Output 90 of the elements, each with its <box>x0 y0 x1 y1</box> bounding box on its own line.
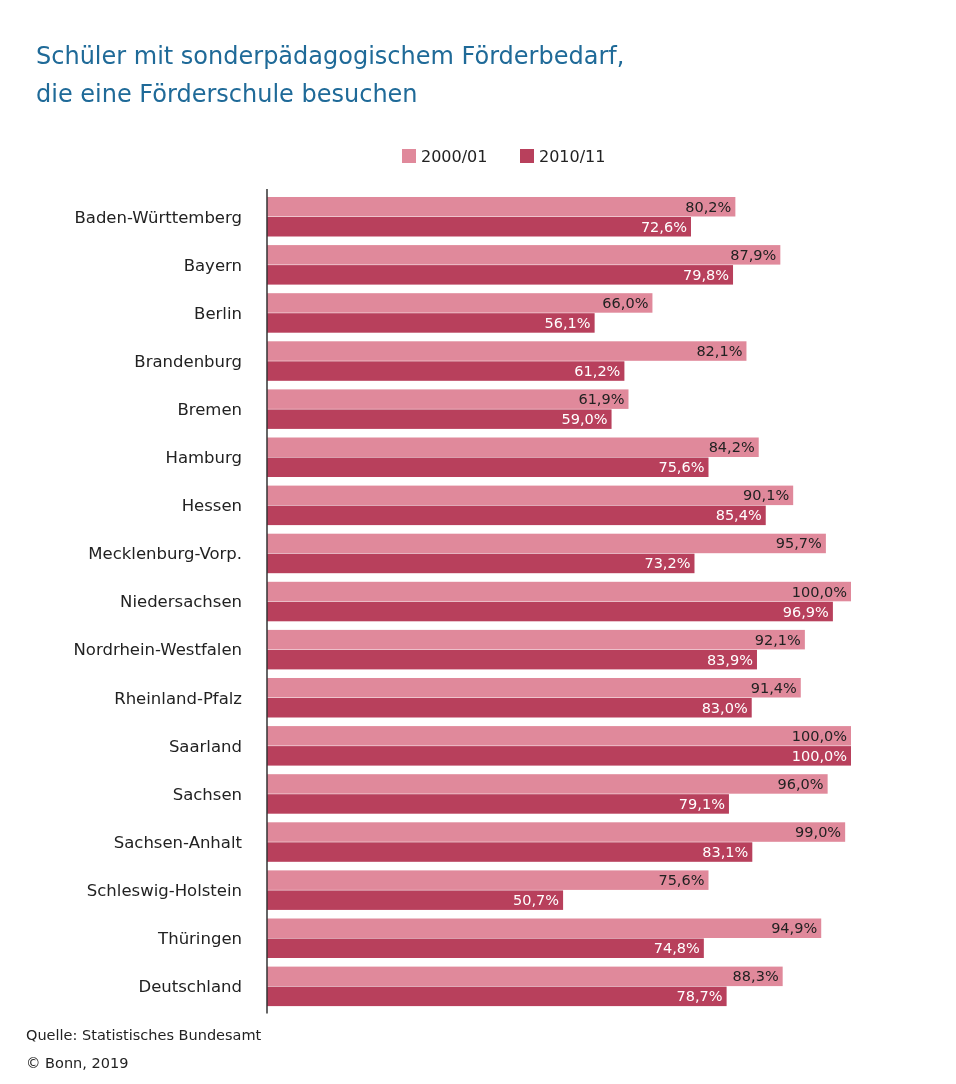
bar <box>267 245 781 265</box>
data-label: 96,9% <box>782 603 829 620</box>
bar <box>267 774 828 794</box>
bar <box>267 870 709 890</box>
data-label: 84,2% <box>708 439 755 456</box>
bar <box>267 265 734 285</box>
bar <box>267 629 805 650</box>
bar <box>267 918 822 938</box>
bar <box>267 457 709 477</box>
y-tick-label: Deutschland <box>138 977 242 997</box>
bar <box>267 313 595 333</box>
data-label: 100,0% <box>791 727 847 744</box>
data-label: 72,6% <box>640 218 687 235</box>
bar <box>267 890 564 910</box>
y-tick-label: Bremen <box>177 399 242 419</box>
data-label: 61,9% <box>578 391 625 408</box>
bar <box>267 293 653 313</box>
data-label: 61,2% <box>574 363 621 380</box>
data-label: 92,1% <box>754 631 801 648</box>
legend-label: 2010/11 <box>539 147 606 166</box>
y-tick-label: Rheinland-Pfalz <box>114 688 242 708</box>
data-label: 91,4% <box>750 679 797 696</box>
text: © Bonn, 2019 <box>26 1055 129 1071</box>
bar <box>267 746 851 766</box>
y-tick-label: Baden-Württemberg <box>74 207 242 227</box>
chart-title: Schüler mit sonderpädagogischem Förderbedarf, die eine Förderschule besuchen <box>36 42 625 108</box>
data-label: 80,2% <box>685 198 732 215</box>
bar <box>267 678 801 698</box>
data-label: 83,0% <box>701 699 748 716</box>
bar <box>267 601 833 622</box>
bar <box>267 822 846 842</box>
data-label: 75,6% <box>658 872 705 889</box>
y-tick-label: Hessen <box>181 496 242 516</box>
data-label: 83,1% <box>702 844 749 861</box>
y-tick-label: Thüringen <box>157 929 242 948</box>
bar <box>267 485 794 506</box>
data-label: 100,0% <box>791 747 847 764</box>
data-label: 85,4% <box>715 507 762 524</box>
bar <box>267 389 629 409</box>
y-tick-label: Bayern <box>183 255 242 275</box>
y-tick-label: Sachsen <box>172 784 242 804</box>
data-label: 50,7% <box>513 892 560 909</box>
bar <box>267 505 766 526</box>
y-tick-label: Saarland <box>168 736 242 756</box>
data-label: 90,1% <box>743 487 790 504</box>
bar <box>267 553 695 574</box>
bar <box>267 437 759 457</box>
y-tick-label: Mecklenburg-Vorp. <box>88 544 242 564</box>
data-label: 95,7% <box>775 535 822 552</box>
data-label: 88,3% <box>732 968 779 985</box>
data-label: 94,9% <box>771 920 818 937</box>
source-note: Quelle: Statistisches Bundesamt <box>26 1027 262 1043</box>
bar <box>267 533 826 554</box>
y-tick-label: Niedersachsen <box>120 592 242 612</box>
y-tick-label: Schleswig-Holstein <box>86 880 242 900</box>
bar <box>267 726 851 746</box>
data-label: 75,6% <box>658 459 705 476</box>
data-label: 56,1% <box>544 314 591 331</box>
y-tick-label: Berlin <box>194 303 242 323</box>
data-label: 78,7% <box>676 988 723 1005</box>
data-label: 87,9% <box>730 246 777 263</box>
data-label: 82,1% <box>696 343 743 360</box>
bar <box>267 698 752 718</box>
data-label: 66,0% <box>602 294 649 311</box>
bar <box>267 986 727 1007</box>
data-label: 73,2% <box>644 555 691 572</box>
data-label: 59,0% <box>561 411 608 428</box>
data-label: 99,0% <box>795 824 842 841</box>
data-label: 79,8% <box>682 266 730 283</box>
bar <box>267 581 851 602</box>
y-tick-label: Hamburg <box>165 448 242 467</box>
bar <box>267 938 704 958</box>
bar <box>267 649 757 670</box>
bar <box>267 409 612 429</box>
legend-label: 2000/01 <box>421 147 488 166</box>
data-label: 79,1% <box>678 795 725 812</box>
y-tick-label: Sachsen-Anhalt <box>113 832 243 852</box>
bar <box>267 842 753 862</box>
bar <box>267 361 625 381</box>
data-label: 83,9% <box>706 651 753 668</box>
data-label: 96,0% <box>777 775 824 792</box>
bar <box>267 217 691 237</box>
y-tick-label: Brandenburg <box>134 351 242 371</box>
data-label: 74,8% <box>653 940 700 957</box>
data-label: 100,0% <box>791 583 847 600</box>
bar <box>267 341 747 361</box>
bar <box>267 794 729 814</box>
y-tick-label: Nordrhein-Westfalen <box>73 640 242 660</box>
bar <box>267 966 783 987</box>
bar <box>267 197 736 217</box>
